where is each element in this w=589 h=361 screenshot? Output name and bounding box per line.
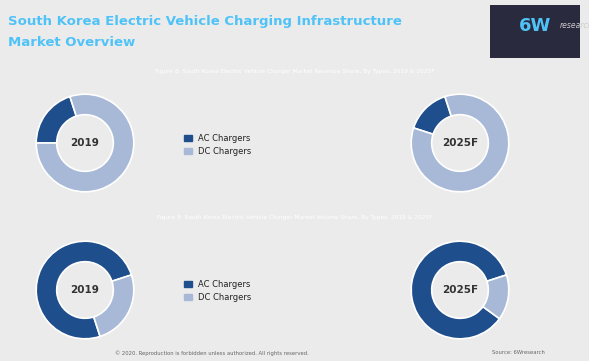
Wedge shape bbox=[36, 97, 76, 143]
Wedge shape bbox=[413, 97, 451, 134]
Text: 2025F: 2025F bbox=[442, 285, 478, 295]
Text: South Korea Electric Vehicle Charging Infrastructure: South Korea Electric Vehicle Charging In… bbox=[8, 16, 402, 29]
Legend: AC Chargers, DC Chargers: AC Chargers, DC Chargers bbox=[184, 280, 252, 302]
Wedge shape bbox=[94, 275, 134, 336]
Text: Market Overview: Market Overview bbox=[8, 36, 135, 49]
Text: © 2020. Reproduction is forbidden unless authorized. All rights reserved.: © 2020. Reproduction is forbidden unless… bbox=[115, 350, 309, 356]
Text: 2019: 2019 bbox=[71, 285, 100, 295]
Wedge shape bbox=[36, 241, 131, 339]
FancyBboxPatch shape bbox=[490, 5, 580, 58]
Text: 6W: 6W bbox=[519, 17, 551, 35]
Wedge shape bbox=[411, 241, 507, 339]
Text: research: research bbox=[560, 22, 589, 30]
Text: Source: 6Wresearch: Source: 6Wresearch bbox=[492, 351, 545, 356]
Text: 2025F: 2025F bbox=[442, 138, 478, 148]
Text: 2019: 2019 bbox=[71, 138, 100, 148]
Text: Figure 9: South Korea Electric Vehicle Charger Market Volume Share, By Types, 20: Figure 9: South Korea Electric Vehicle C… bbox=[157, 216, 432, 221]
Wedge shape bbox=[483, 275, 509, 319]
Wedge shape bbox=[36, 94, 134, 192]
Wedge shape bbox=[411, 94, 509, 192]
Legend: AC Chargers, DC Chargers: AC Chargers, DC Chargers bbox=[184, 134, 252, 156]
Text: Figure 8: South Korea Electric Vehicle Charger Market Revenue Share, By Types, 2: Figure 8: South Korea Electric Vehicle C… bbox=[155, 70, 434, 74]
